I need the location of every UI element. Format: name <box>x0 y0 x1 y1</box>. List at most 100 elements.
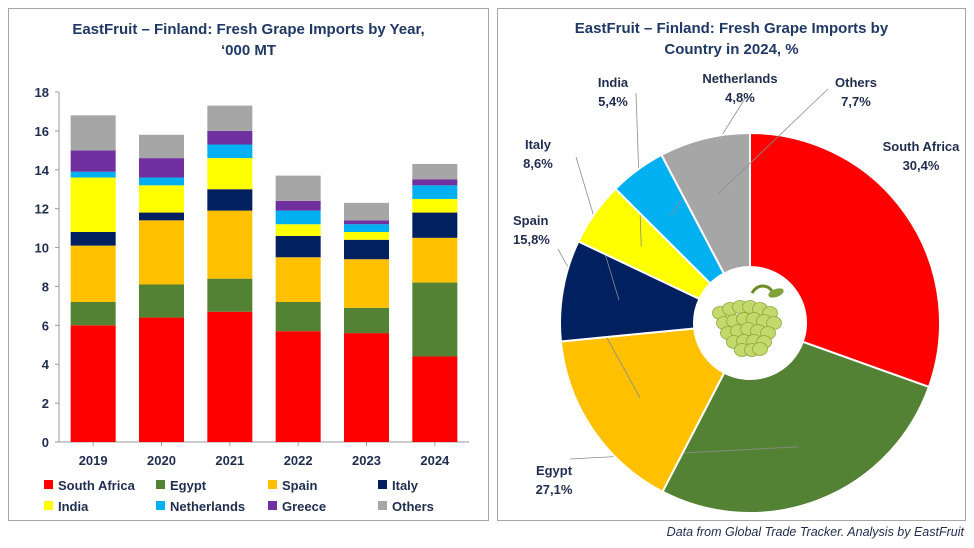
bar-greece-2021 <box>207 130 253 145</box>
bar-chart-title-line2: ‘000 MT <box>220 42 277 59</box>
slice-value-india: 5,4% <box>598 94 628 109</box>
y-tick-label: 14 <box>35 163 50 178</box>
donut-chart: South Africa 30,4% Egypt 27,1% Spain 15,8% Ita… <box>513 71 961 514</box>
grape-leaf <box>768 288 784 298</box>
bar-others-2024 <box>412 163 458 180</box>
bar-others-2021 <box>207 105 253 131</box>
legend-label-south-africa: South Africa <box>58 478 136 493</box>
bar-italy-2024 <box>412 212 458 238</box>
slice-south-africa <box>749 131 941 389</box>
grape-berry <box>752 342 768 356</box>
bar-egypt-2021 <box>207 278 253 312</box>
slice-name-south-africa: South Africa <box>883 139 961 154</box>
y-tick-label: 10 <box>35 241 49 256</box>
bar-italy-2023 <box>344 239 389 260</box>
bar-south-africa-2019 <box>70 325 116 442</box>
legend-swatch-greece <box>268 501 277 510</box>
bar-india-2022 <box>275 224 321 236</box>
legend-swatch-south-africa <box>44 480 53 489</box>
bar-netherlands-2021 <box>207 144 253 159</box>
leader-line-others <box>717 88 829 195</box>
slice-value-egypt: 27,1% <box>536 482 573 497</box>
bar-netherlands-2022 <box>275 210 321 225</box>
bar-egypt-2019 <box>70 302 116 326</box>
slice-name-netherlands: Netherlands <box>702 71 777 86</box>
pie-chart-panel: EastFruit – Finland: Fresh Grape Imports… <box>497 8 966 521</box>
bar-chart-title: EastFruit – Finland: Fresh Grape Imports… <box>9 19 488 61</box>
bar-chart: 0 2 4 6 8 10 12 14 16 18 2019 2020 2021 2022 2023 2024 S… <box>35 85 469 514</box>
slice-value-others: 7,7% <box>841 94 871 109</box>
bar-south-africa-2023 <box>344 333 389 442</box>
bar-greece-2020 <box>139 158 184 178</box>
x-tick-label: 2020 <box>147 453 176 468</box>
pie-chart-title: EastFruit – Finland: Fresh Grape Imports… <box>498 18 965 60</box>
bar-spain-2022 <box>275 257 321 302</box>
y-tick-label: 0 <box>42 435 49 450</box>
bar-netherlands-2023 <box>344 224 389 232</box>
bar-south-africa-2024 <box>412 356 458 442</box>
slice-value-italy: 8,6% <box>523 156 553 171</box>
legend-swatch-netherlands <box>156 501 165 510</box>
bar-egypt-2022 <box>275 302 321 332</box>
slice-value-spain: 15,8% <box>513 232 550 247</box>
bar-netherlands-2024 <box>412 185 458 199</box>
legend-label-netherlands: Netherlands <box>170 499 245 514</box>
legend-swatch-india <box>44 501 53 510</box>
y-tick-label: 6 <box>42 318 49 333</box>
bar-others-2019 <box>70 115 116 151</box>
x-tick-label: 2022 <box>284 453 313 468</box>
bar-spain-2021 <box>207 210 253 279</box>
slice-name-italy: Italy <box>525 137 552 152</box>
y-tick-label: 12 <box>35 202 49 217</box>
bar-chart-title-line1: EastFruit – Finland: Fresh Grape Imports… <box>72 21 425 38</box>
bar-south-africa-2020 <box>139 317 184 442</box>
bar-spain-2023 <box>344 259 389 308</box>
bar-india-2024 <box>412 198 458 213</box>
bar-india-2023 <box>344 232 389 240</box>
legend-swatch-spain <box>268 480 277 489</box>
bar-spain-2020 <box>139 220 184 285</box>
x-tick-label: 2019 <box>79 453 108 468</box>
slice-name-others: Others <box>835 75 877 90</box>
slice-name-india: India <box>598 75 629 90</box>
green-grapes-icon <box>712 284 784 357</box>
bar-india-2020 <box>139 185 184 213</box>
bar-greece-2019 <box>70 150 116 172</box>
bar-india-2021 <box>207 158 253 190</box>
bar-greece-2023 <box>344 220 389 225</box>
legend-label-egypt: Egypt <box>170 478 207 493</box>
bar-others-2022 <box>275 175 321 201</box>
slice-name-spain: Spain <box>513 213 548 228</box>
bar-italy-2021 <box>207 189 253 211</box>
bar-south-africa-2021 <box>207 311 253 442</box>
slice-egypt <box>661 340 931 514</box>
y-tick-label: 8 <box>42 279 49 294</box>
bar-south-africa-2022 <box>275 331 321 442</box>
legend-label-india: India <box>58 499 89 514</box>
pie-chart-title-line2: Country in 2024, % <box>664 41 799 58</box>
bar-italy-2020 <box>139 212 184 221</box>
x-tick-label: 2023 <box>352 453 381 468</box>
slice-others <box>660 131 751 275</box>
legend-label-italy: Italy <box>392 478 419 493</box>
bar-italy-2022 <box>275 235 321 258</box>
grape-stem <box>750 284 774 294</box>
y-tick-label: 18 <box>35 85 49 100</box>
legend-label-greece: Greece <box>282 499 326 514</box>
bar-egypt-2023 <box>344 307 389 334</box>
bar-egypt-2020 <box>139 284 184 318</box>
bar-netherlands-2019 <box>70 171 116 178</box>
y-tick-label: 16 <box>35 124 49 139</box>
legend-swatch-italy <box>378 480 387 489</box>
pie-chart-title-line1: EastFruit – Finland: Fresh Grape Imports… <box>574 20 889 37</box>
bar-egypt-2024 <box>412 282 458 357</box>
legend-label-spain: Spain <box>282 478 317 493</box>
bar-greece-2024 <box>412 179 458 186</box>
y-tick-label: 2 <box>42 396 49 411</box>
slice-name-egypt: Egypt <box>536 463 573 478</box>
bar-spain-2019 <box>70 245 116 302</box>
x-tick-label: 2024 <box>420 453 450 468</box>
y-tick-label: 4 <box>42 357 50 372</box>
x-tick-label: 2021 <box>215 453 244 468</box>
slice-spain <box>559 327 726 494</box>
